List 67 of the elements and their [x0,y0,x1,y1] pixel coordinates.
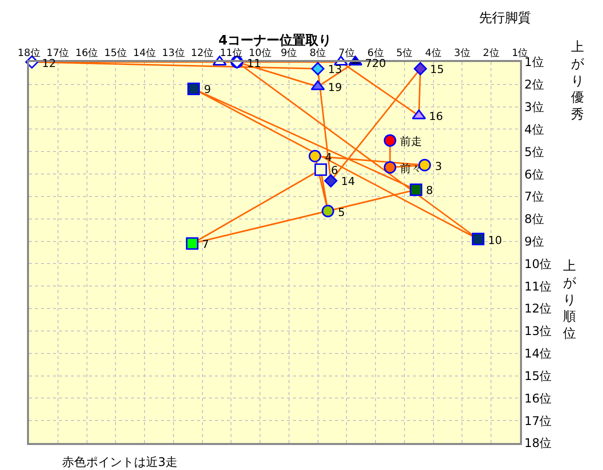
x-tick-label: 2位 [482,47,500,59]
y-tick-label: 17位 [524,414,552,428]
point [418,158,431,172]
point [310,80,325,90]
annotation: 5 [338,206,345,219]
point [324,174,338,188]
annotation: 16 [429,110,443,123]
chart-title: 4コーナー位置取り [218,34,332,48]
point [314,163,327,176]
annotation: 前走 [400,135,422,148]
y-tick-label: 5位 [524,144,544,159]
x-tick-label: 10位 [248,47,272,59]
x-tick-label: 15位 [104,47,128,59]
annotation: 7 [202,238,209,251]
point [187,82,200,96]
y-tick-label: 11位 [524,279,552,294]
text: 赤色ポイントは近3走 [62,455,178,469]
annotation: 6 [331,164,338,177]
point [410,184,422,196]
annotation: 720 [365,57,386,70]
text: 上がり優秀 [571,40,585,123]
y-tick-label: 7位 [524,190,544,204]
x-tick-label: 9位 [280,47,298,59]
annotation: 8 [426,184,433,197]
y-tick-label: 9位 [524,234,544,248]
point [414,62,427,76]
x-tick-label: 11位 [220,47,243,59]
x-tick-label: 5位 [396,47,413,59]
point [311,62,324,76]
x-tick-label: 16位 [75,47,98,59]
y-tick-label: 15位 [524,368,552,383]
x-tick-label: 3位 [454,47,470,59]
point [472,232,484,246]
y-tick-label: 8位 [524,212,544,226]
point [384,134,396,147]
x-tick-label: 8位 [310,47,326,59]
y-tick-label: 4位 [524,122,544,136]
x-tick-label: 7位 [338,47,355,59]
x-tick-label: 18位 [18,47,40,59]
y-tick-label: 18位 [524,436,552,450]
x-tick-label: 6位 [367,47,384,59]
x-tick-label: 12位 [190,47,214,59]
y-tick-label: 13位 [524,324,552,338]
annotation: 9 [204,83,211,96]
point [384,161,396,174]
y-tick-label: 2位 [524,78,544,92]
annotation: 14 [341,175,355,188]
y-tick-label: 10位 [524,256,552,271]
x-tick-label: 14位 [133,47,156,59]
x-tick-label: 13位 [162,47,185,59]
point [186,237,198,250]
y-tick-label: 12位 [524,302,552,316]
y-tick-label: 3位 [524,100,544,114]
y-tick-label: 14位 [524,346,552,361]
text: 先行脚質 [479,11,531,26]
x-tick-label: 17位 [46,47,70,59]
point [308,150,322,162]
y-tick-label: 16位 [524,391,552,406]
y-axis-title: 上がり順位 [563,259,577,342]
y-tick-label: 6位 [524,167,544,182]
annotation: 15 [430,63,444,76]
annotation: 10 [488,234,502,247]
point [322,204,334,218]
annotation: 3 [435,160,442,173]
annotation: 13 [328,63,342,76]
x-tick-label: 4位 [425,47,442,59]
annotation: 19 [328,81,342,94]
